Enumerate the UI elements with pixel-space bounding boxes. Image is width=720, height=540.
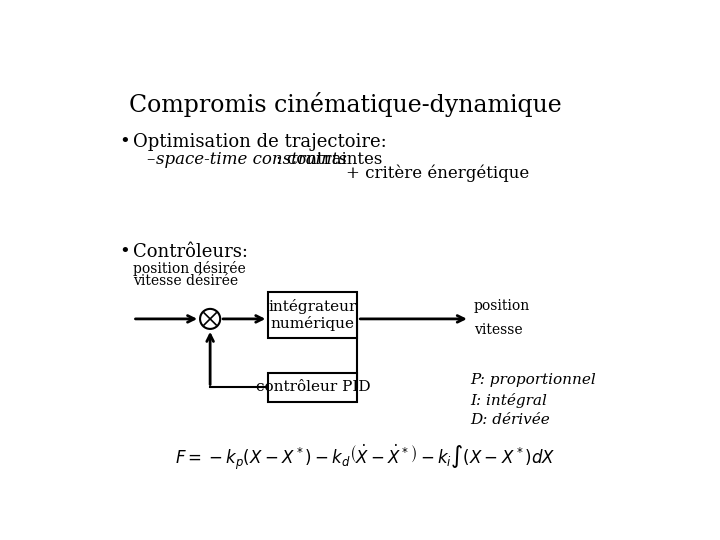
Text: position: position (474, 299, 530, 313)
Text: position désirée: position désirée (132, 261, 246, 276)
Text: : contraintes: : contraintes (276, 151, 382, 168)
Text: Contrôleurs:: Contrôleurs: (132, 244, 248, 261)
Text: contrôleur PID: contrôleur PID (256, 380, 370, 394)
Text: vitesse désirée: vitesse désirée (132, 274, 238, 288)
Text: $F = -k_p\left(X - X^*\right) - k_d\left(\dot{X} - \dot{X}^*\right) - k_i\int\le: $F = -k_p\left(X - X^*\right) - k_d\left… (175, 443, 555, 472)
Text: vitesse: vitesse (474, 323, 522, 337)
Text: + critère énergétique: + critère énergétique (346, 165, 529, 183)
Text: space-time constraints: space-time constraints (156, 151, 347, 168)
Text: intégrateur
numérique: intégrateur numérique (269, 299, 357, 331)
Bar (269, 292, 357, 338)
Text: •: • (120, 132, 130, 151)
Circle shape (200, 309, 220, 329)
Text: •: • (120, 244, 130, 261)
Text: Compromis cinématique-dynamique: Compromis cinématique-dynamique (129, 92, 562, 117)
Bar (269, 373, 357, 402)
Text: Optimisation de trajectoire:: Optimisation de trajectoire: (132, 132, 387, 151)
Text: –: – (145, 151, 154, 168)
Text: P: proportionnel
I: intégral
D: dérivée: P: proportionnel I: intégral D: dérivée (469, 373, 595, 427)
